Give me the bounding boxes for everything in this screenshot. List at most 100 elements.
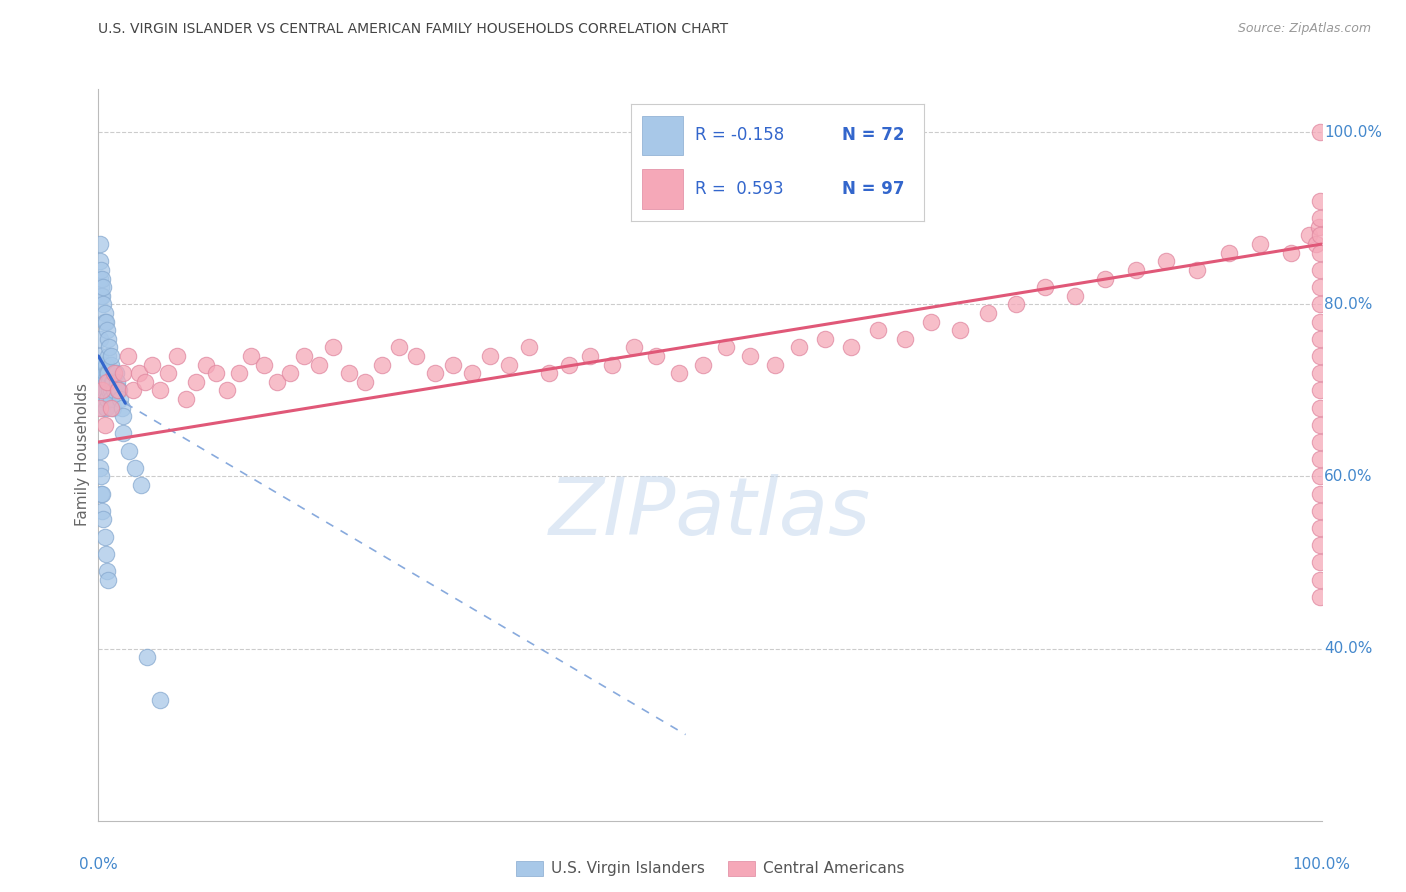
Point (388, 340, 411, 354)
Point (100, 392, 122, 406)
Text: 0.0%: 0.0% (79, 857, 118, 872)
Point (93, 366, 115, 380)
Point (89, 460, 111, 475)
Point (176, 392, 198, 406)
Point (134, 375, 156, 389)
Point (101, 375, 124, 389)
Legend: U.S. Virgin Islanders, Central Americans: U.S. Virgin Islanders, Central Americans (509, 855, 911, 882)
Point (1309, 280, 1331, 294)
Point (1298, 228, 1320, 243)
Point (1004, 297, 1026, 311)
Point (252, 358, 274, 372)
Point (1309, 401, 1331, 415)
Point (93, 306, 115, 320)
Point (91, 392, 114, 406)
Point (1309, 194, 1331, 208)
Text: 80.0%: 80.0% (1324, 297, 1372, 312)
Point (93, 314, 115, 328)
Point (91, 271, 114, 285)
Point (1033, 280, 1056, 294)
Point (97, 366, 120, 380)
Point (1309, 349, 1331, 363)
Point (100, 384, 122, 398)
Point (94, 375, 117, 389)
Point (1063, 289, 1085, 303)
Point (441, 358, 464, 372)
Point (105, 375, 128, 389)
Point (1218, 245, 1240, 260)
Point (91, 401, 114, 415)
Point (90, 263, 112, 277)
Point (91, 280, 114, 294)
Y-axis label: Family Households: Family Households (75, 384, 90, 526)
Point (90, 280, 112, 294)
Point (111, 366, 134, 380)
Point (91, 512, 114, 526)
Point (308, 358, 330, 372)
Point (89, 237, 111, 252)
Point (98, 340, 121, 354)
Point (96, 366, 118, 380)
Point (893, 332, 915, 346)
Point (1309, 556, 1331, 570)
Point (839, 340, 862, 354)
Point (1279, 245, 1302, 260)
Point (91, 486, 114, 500)
Text: ZIPatlas: ZIPatlas (548, 475, 872, 552)
Point (1309, 486, 1331, 500)
Point (1125, 263, 1147, 277)
Point (354, 375, 377, 389)
Point (763, 358, 786, 372)
Point (1309, 590, 1331, 604)
Point (537, 366, 560, 380)
Point (96, 375, 118, 389)
Point (1309, 366, 1331, 380)
Point (1305, 237, 1327, 252)
Point (1309, 228, 1331, 243)
Point (1094, 271, 1116, 285)
Point (89, 401, 111, 415)
Point (668, 366, 690, 380)
Text: Source: ZipAtlas.com: Source: ZipAtlas.com (1237, 22, 1371, 36)
Point (90, 469, 112, 483)
Point (97, 332, 120, 346)
Point (692, 358, 714, 372)
Point (111, 401, 134, 415)
Point (121, 384, 143, 398)
Point (98, 375, 121, 389)
Point (1309, 332, 1331, 346)
Point (1309, 573, 1331, 587)
Point (110, 392, 132, 406)
Point (91, 289, 114, 303)
Point (186, 375, 208, 389)
Point (100, 401, 122, 415)
Point (280, 366, 302, 380)
Point (789, 340, 811, 354)
Point (101, 401, 124, 415)
Point (740, 349, 762, 363)
Point (96, 392, 118, 406)
Point (149, 384, 172, 398)
Point (1309, 504, 1331, 518)
Point (90, 358, 112, 372)
Point (96, 564, 118, 578)
Point (129, 478, 152, 492)
Point (141, 358, 163, 372)
Point (195, 358, 218, 372)
Text: 60.0%: 60.0% (1324, 469, 1372, 484)
Point (1309, 452, 1331, 467)
Point (93, 417, 115, 432)
Point (976, 306, 998, 320)
Point (579, 349, 602, 363)
Point (205, 366, 228, 380)
Point (1309, 417, 1331, 432)
Text: U.S. VIRGIN ISLANDER VS CENTRAL AMERICAN FAMILY HOUSEHOLDS CORRELATION CHART: U.S. VIRGIN ISLANDER VS CENTRAL AMERICAN… (98, 22, 728, 37)
Point (103, 366, 125, 380)
Point (240, 349, 263, 363)
Point (91, 384, 114, 398)
Point (337, 366, 360, 380)
Point (600, 358, 623, 372)
Point (90, 375, 112, 389)
Point (89, 366, 111, 380)
Text: 40.0%: 40.0% (1324, 641, 1372, 656)
